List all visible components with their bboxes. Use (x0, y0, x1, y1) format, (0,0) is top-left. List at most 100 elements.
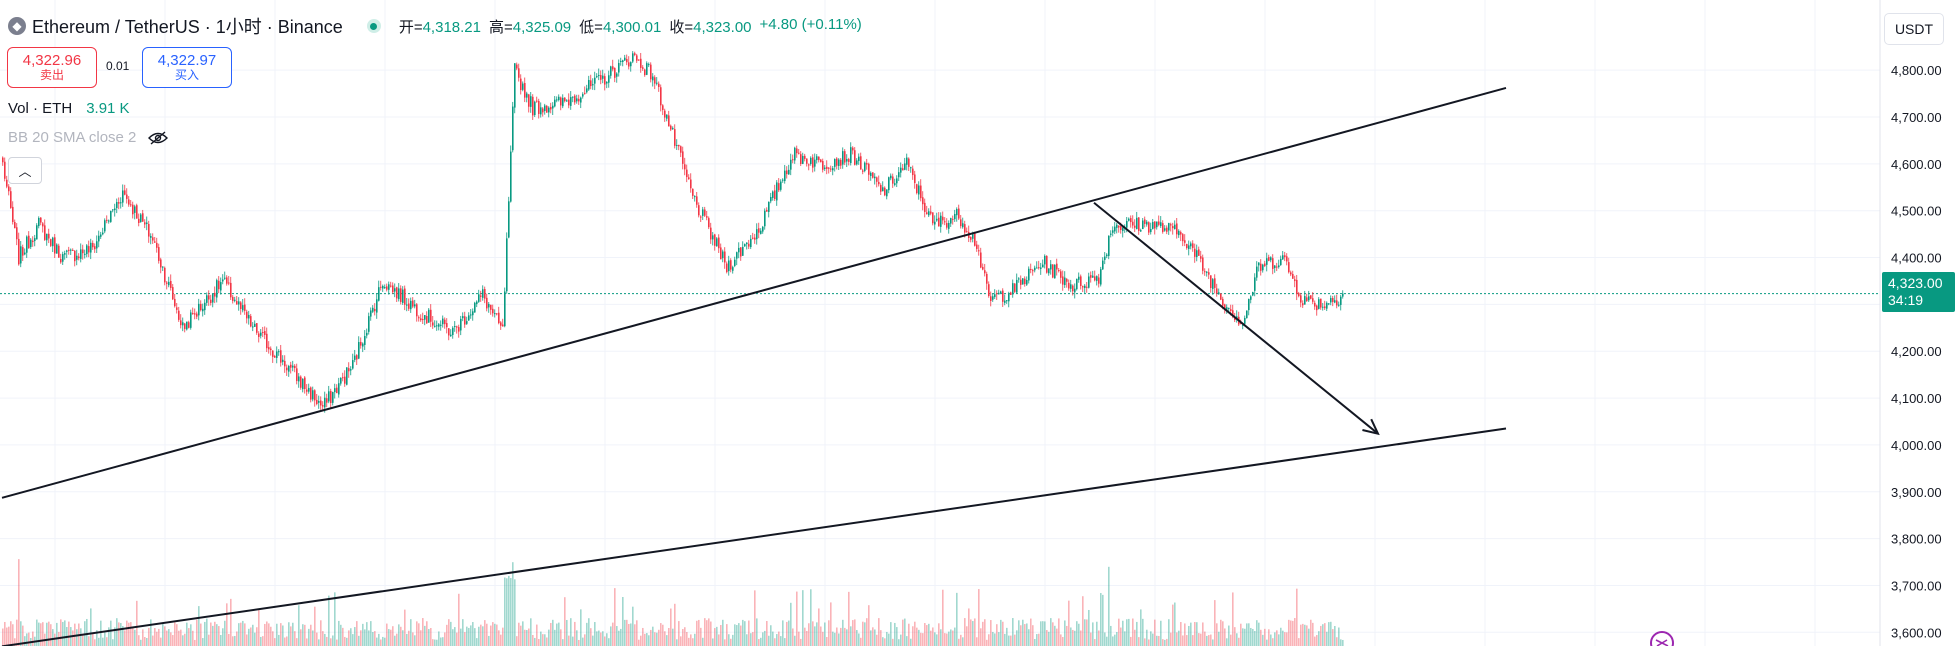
candle-body (1128, 218, 1130, 221)
candle-body (1250, 296, 1252, 300)
candle-body (322, 405, 324, 407)
buy-button[interactable]: 4,322.97 买入 (142, 47, 232, 88)
volume-bar (102, 637, 104, 646)
volume-bar (520, 625, 522, 646)
candle-body (442, 318, 444, 325)
candle-body (1154, 221, 1156, 229)
volume-bar (1068, 600, 1070, 646)
volume-bar (1252, 628, 1254, 646)
candle-body (448, 328, 450, 336)
bollinger-legend[interactable]: BB 20 SMA close 2 (8, 129, 169, 146)
volume-bar (958, 638, 960, 646)
candle-body (302, 378, 304, 390)
spread-value: 0.01 (106, 59, 130, 73)
price-tick-label: 3,600.00 (1891, 625, 1942, 640)
candle-body (948, 223, 950, 229)
volume-bar (8, 626, 10, 646)
candle-body (964, 224, 966, 233)
volume-bar (1012, 618, 1014, 646)
candle-body (1048, 268, 1050, 274)
volume-bar (362, 623, 364, 646)
volume-bar (500, 634, 502, 646)
volume-bar (1296, 588, 1298, 646)
candle-body (850, 147, 852, 163)
volume-bar (24, 636, 26, 646)
candle-body (1252, 292, 1254, 296)
volume-bar (1242, 628, 1244, 646)
volume-bar (1080, 630, 1082, 646)
volume-bar (656, 632, 658, 646)
candle-body (24, 252, 26, 255)
volume-bar (742, 619, 744, 646)
candle-body (1050, 264, 1052, 270)
candle-body (870, 172, 872, 176)
candle-body (926, 212, 928, 215)
candle-body (636, 55, 638, 61)
volume-bar (310, 624, 312, 646)
volume-bar (1100, 593, 1102, 646)
volume-bar (254, 632, 256, 646)
volume-bar (860, 637, 862, 646)
volume-bar (1072, 629, 1074, 646)
volume-bar (104, 632, 106, 646)
volume-bar (1126, 619, 1128, 646)
candle-body (554, 99, 556, 107)
volume-bar (638, 639, 640, 646)
event-icon[interactable] (1650, 631, 1674, 646)
volume-bar (868, 605, 870, 646)
volume-bar (726, 624, 728, 646)
candle-body (186, 321, 188, 330)
candle-body (388, 284, 390, 290)
currency-label: USDT (1894, 21, 1934, 37)
volume-bar (996, 624, 998, 646)
hidden-eye-icon[interactable] (148, 130, 169, 145)
arrow-line[interactable] (1093, 201, 1379, 435)
candle-body (280, 350, 282, 363)
sell-button[interactable]: 4,322.96 卖出 (7, 47, 97, 88)
candle-body (306, 389, 308, 392)
volume-bar (798, 631, 800, 646)
sell-label: 卖出 (39, 68, 64, 83)
collapse-legend-button[interactable]: ︿ (8, 157, 42, 184)
trendline[interactable] (1, 86, 1507, 499)
candle-body (1100, 269, 1102, 285)
volume-bar (1040, 621, 1042, 646)
candle-body (944, 221, 946, 223)
candle-body (678, 144, 680, 147)
volume-bar (424, 625, 426, 646)
candle-body (856, 160, 858, 165)
volume-bar (322, 631, 324, 646)
candle-body (208, 295, 210, 300)
volume-bar (1032, 625, 1034, 646)
trendline[interactable] (1, 427, 1507, 646)
candle-body (98, 235, 100, 242)
volume-bar (222, 628, 224, 646)
candle-body (1206, 271, 1208, 273)
volume-bar (568, 635, 570, 646)
sell-price: 4,322.96 (22, 52, 82, 70)
ohlc-low: 低=4,300.01 (579, 18, 662, 36)
candle-body (830, 168, 832, 170)
volume-bar (1082, 596, 1084, 646)
candle-body (1196, 250, 1198, 258)
volume-bar (766, 621, 768, 646)
candle-body (1112, 230, 1114, 233)
candle-body (1200, 256, 1202, 259)
volume-bar (830, 602, 832, 646)
symbol-legend[interactable]: ◆ Ethereum / TetherUS · 1小时 · Binance 开=… (8, 13, 862, 39)
volume-bar (538, 639, 540, 646)
volume-legend[interactable]: Vol · ETH 3.91 K (8, 100, 130, 117)
candle-body (600, 75, 602, 80)
volume-bar (168, 629, 170, 646)
candle-body (478, 294, 480, 302)
market-status-icon[interactable] (366, 19, 381, 33)
candle-body (788, 169, 790, 175)
candle-body (304, 377, 306, 389)
volume-bar (1034, 638, 1036, 646)
symbol-title[interactable]: Ethereum / TetherUS · 1小时 · Binance (32, 17, 343, 37)
candle-body (484, 289, 486, 299)
currency-selector[interactable]: USDT (1884, 13, 1944, 45)
candle-body (1326, 302, 1328, 309)
candle-body (598, 74, 600, 77)
